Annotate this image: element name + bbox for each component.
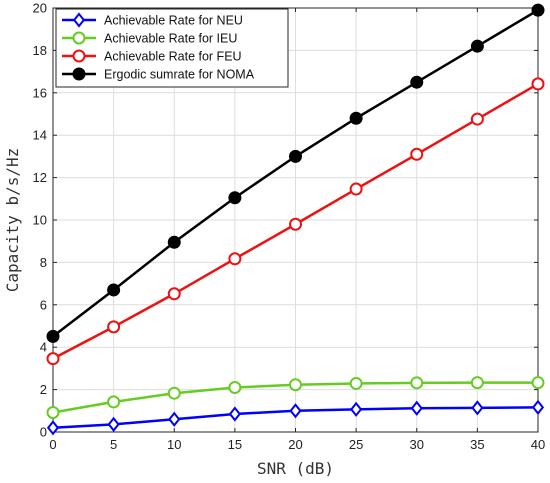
x-tick-label: 40 [531, 437, 545, 452]
data-point [471, 400, 484, 416]
x-tick-label: 5 [110, 437, 117, 452]
legend-label: Achievable Rate for NEU [104, 14, 243, 28]
data-point [289, 403, 302, 419]
x-tick-label: 35 [470, 437, 484, 452]
grid-lines [52, 7, 539, 433]
x-tick-label: 25 [349, 437, 363, 452]
legend-label: Ergodic sumrate for NOMA [104, 68, 255, 82]
y-tick-label: 16 [33, 85, 47, 100]
legend-item: Achievable Rate for FEU [62, 49, 242, 64]
legend-item: Achievable Rate for NEU [62, 12, 243, 28]
data-point [167, 287, 181, 301]
y-axis-label: Capacity b/s/Hz [3, 148, 22, 293]
series-4 [46, 3, 545, 343]
series-group [46, 3, 545, 436]
data-point [46, 405, 60, 419]
x-tick-label: 0 [49, 437, 56, 452]
data-point [289, 217, 302, 231]
data-point [410, 400, 423, 416]
data-point [289, 149, 302, 163]
data-point [167, 235, 181, 249]
y-tick-label: 10 [33, 213, 47, 228]
data-point [410, 147, 424, 161]
y-tick-label: 14 [33, 128, 47, 143]
data-point [349, 182, 363, 196]
series-1 [46, 399, 545, 436]
legend: Achievable Rate for NEU Achievable Rate f… [55, 8, 289, 88]
data-point [228, 252, 242, 266]
data-point [167, 386, 181, 400]
data-point [349, 376, 363, 390]
y-tick-label: 4 [40, 340, 47, 355]
x-tick-label: 30 [410, 437, 424, 452]
data-point [107, 320, 121, 334]
data-point [531, 3, 545, 17]
data-point [531, 77, 545, 91]
y-tick-label: 0 [40, 425, 47, 440]
data-point [289, 378, 302, 392]
data-point [531, 376, 545, 390]
axis-ticks: 0 5 10 15 20 25 30 35 40 0 2 4 6 8 10 12 14 16 18 20 [33, 1, 546, 453]
series-3 [46, 77, 545, 366]
data-point [228, 380, 242, 394]
legend-marker [72, 67, 86, 81]
data-point [107, 416, 120, 432]
legend-marker [72, 49, 86, 63]
data-point [46, 329, 60, 343]
data-point [470, 112, 484, 126]
x-tick-label: 10 [167, 437, 181, 452]
y-tick-label: 18 [33, 43, 47, 58]
y-tick-label: 6 [40, 297, 47, 312]
data-point [470, 39, 484, 53]
legend-item: Achievable Rate for IEU [62, 31, 237, 46]
x-tick-label: 20 [288, 437, 302, 452]
legend-label: Achievable Rate for FEU [104, 50, 242, 64]
data-point [350, 401, 363, 417]
legend-marker [72, 31, 86, 45]
data-point [168, 411, 181, 427]
x-axis-label: SNR (dB) [257, 459, 334, 478]
y-tick-label: 8 [40, 255, 47, 270]
legend-item: Ergodic sumrate for NOMA [62, 67, 255, 82]
data-point [228, 406, 241, 422]
legend-label: Achievable Rate for IEU [104, 32, 237, 46]
data-point [107, 283, 121, 297]
data-point [46, 352, 60, 366]
data-point [410, 75, 424, 89]
data-point [531, 399, 545, 416]
data-point [410, 376, 424, 390]
series-2 [46, 376, 545, 419]
data-point [228, 191, 242, 205]
legend-marker [72, 12, 86, 28]
data-point [107, 395, 121, 409]
data-point [349, 111, 363, 125]
y-tick-label: 20 [33, 1, 47, 16]
data-point [46, 420, 60, 436]
y-tick-label: 2 [40, 382, 47, 397]
y-tick-label: 12 [33, 170, 47, 185]
x-tick-label: 15 [228, 437, 242, 452]
data-point [470, 376, 484, 390]
